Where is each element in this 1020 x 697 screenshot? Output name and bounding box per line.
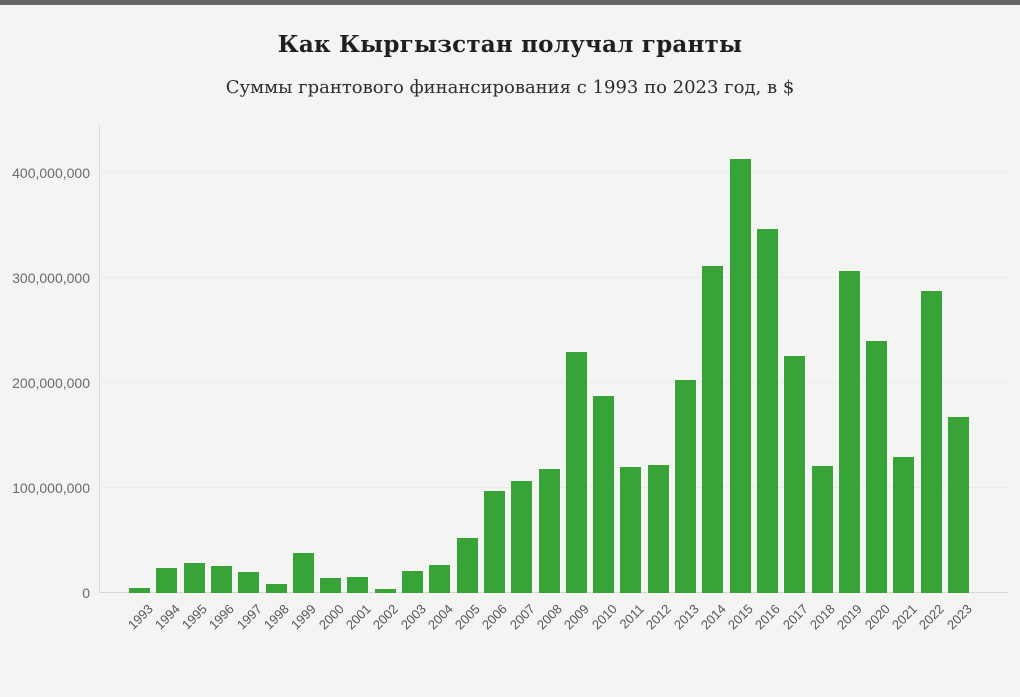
top-strip [0, 0, 1020, 5]
bar-2009[interactable] [565, 351, 587, 593]
bar-2023[interactable] [948, 416, 969, 593]
bar-2020[interactable] [866, 341, 888, 593]
bar-2006[interactable] [483, 491, 505, 593]
bar-1998[interactable] [265, 583, 287, 593]
bar-2001[interactable] [347, 577, 369, 593]
chart-subtitle: Суммы грантового финансирования с 1993 п… [225, 77, 795, 98]
bar-2017[interactable] [784, 355, 806, 593]
bar-2007[interactable] [511, 480, 533, 593]
ytick-label-300000000: 300,000,000 [12, 270, 90, 286]
gridline-400000000 [100, 172, 1008, 173]
bar-2019[interactable] [838, 270, 860, 593]
plot-area [99, 125, 1008, 593]
bar-2004[interactable] [429, 564, 451, 593]
bar-2002[interactable] [374, 588, 396, 593]
bar-2010[interactable] [593, 395, 615, 593]
chart-title: Как Кыргызстан получал гранты [277, 31, 743, 58]
gridline-300000000 [100, 277, 1008, 278]
ytick-label-400000000: 400,000,000 [12, 165, 90, 181]
bar-1995[interactable] [183, 562, 205, 593]
bar-2014[interactable] [702, 266, 724, 593]
bar-1996[interactable] [210, 565, 232, 593]
bar-2013[interactable] [675, 379, 696, 593]
ytick-label-100000000: 100,000,000 [12, 480, 90, 496]
bar-2012[interactable] [647, 464, 669, 593]
gridline-200000000 [100, 382, 1008, 383]
bar-2015[interactable] [729, 159, 751, 593]
bar-2018[interactable] [811, 465, 833, 593]
bar-2022[interactable] [920, 290, 942, 593]
bar-1999[interactable] [292, 553, 314, 593]
bar-2008[interactable] [538, 469, 560, 593]
bar-2021[interactable] [893, 456, 915, 593]
bar-1994[interactable] [156, 567, 178, 593]
bar-1993[interactable] [129, 587, 150, 593]
bar-2011[interactable] [620, 467, 642, 593]
ytick-label-200000000: 200,000,000 [12, 375, 90, 391]
bar-2005[interactable] [456, 538, 478, 593]
bar-1997[interactable] [238, 572, 260, 593]
bar-2003[interactable] [402, 570, 423, 593]
bar-2016[interactable] [756, 228, 778, 593]
ytick-label-0: 0 [82, 585, 90, 601]
bar-2000[interactable] [320, 578, 342, 593]
